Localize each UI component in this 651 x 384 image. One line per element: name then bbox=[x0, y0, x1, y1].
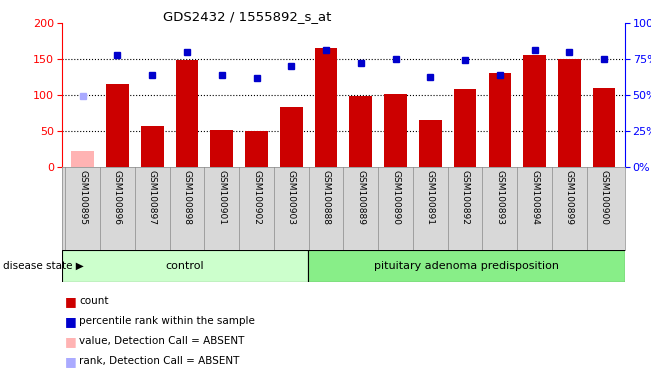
Bar bbox=[210, 130, 233, 167]
Text: GSM100889: GSM100889 bbox=[356, 169, 365, 225]
Bar bbox=[314, 48, 337, 167]
Text: GSM100897: GSM100897 bbox=[148, 169, 157, 225]
Text: GSM100903: GSM100903 bbox=[286, 169, 296, 225]
Bar bbox=[350, 96, 372, 167]
Text: rank, Detection Call = ABSENT: rank, Detection Call = ABSENT bbox=[79, 356, 240, 366]
Text: percentile rank within the sample: percentile rank within the sample bbox=[79, 316, 255, 326]
Text: control: control bbox=[166, 261, 204, 271]
Bar bbox=[558, 59, 581, 167]
Text: ■: ■ bbox=[65, 335, 77, 348]
Bar bbox=[245, 131, 268, 167]
Bar bbox=[488, 73, 511, 167]
Text: GSM100896: GSM100896 bbox=[113, 169, 122, 225]
Bar bbox=[308, 250, 625, 282]
Text: GSM100902: GSM100902 bbox=[252, 169, 261, 224]
Text: GSM100895: GSM100895 bbox=[78, 169, 87, 225]
Text: GSM100899: GSM100899 bbox=[565, 169, 574, 225]
Text: count: count bbox=[79, 296, 109, 306]
Bar bbox=[593, 88, 615, 167]
Text: GSM100901: GSM100901 bbox=[217, 169, 227, 225]
Bar bbox=[106, 84, 129, 167]
Bar bbox=[176, 61, 199, 167]
Text: GSM100894: GSM100894 bbox=[530, 169, 539, 224]
Text: value, Detection Call = ABSENT: value, Detection Call = ABSENT bbox=[79, 336, 245, 346]
Text: GSM100890: GSM100890 bbox=[391, 169, 400, 225]
Text: ■: ■ bbox=[65, 355, 77, 368]
Text: GSM100891: GSM100891 bbox=[426, 169, 435, 225]
Bar bbox=[454, 89, 477, 167]
Text: GSM100898: GSM100898 bbox=[182, 169, 191, 225]
Text: ■: ■ bbox=[65, 315, 77, 328]
Bar bbox=[280, 107, 303, 167]
Bar bbox=[523, 55, 546, 167]
Bar bbox=[72, 151, 94, 167]
Bar bbox=[384, 94, 407, 167]
Text: disease state ▶: disease state ▶ bbox=[3, 261, 84, 271]
Text: GSM100893: GSM100893 bbox=[495, 169, 505, 225]
Text: pituitary adenoma predisposition: pituitary adenoma predisposition bbox=[374, 261, 559, 271]
Bar bbox=[419, 120, 441, 167]
Bar bbox=[62, 250, 308, 282]
Text: ■: ■ bbox=[65, 295, 77, 308]
Text: GDS2432 / 1555892_s_at: GDS2432 / 1555892_s_at bbox=[163, 10, 331, 23]
Bar bbox=[141, 126, 163, 167]
Text: GSM100892: GSM100892 bbox=[460, 169, 469, 224]
Text: GSM100888: GSM100888 bbox=[322, 169, 331, 225]
Text: GSM100900: GSM100900 bbox=[600, 169, 609, 225]
